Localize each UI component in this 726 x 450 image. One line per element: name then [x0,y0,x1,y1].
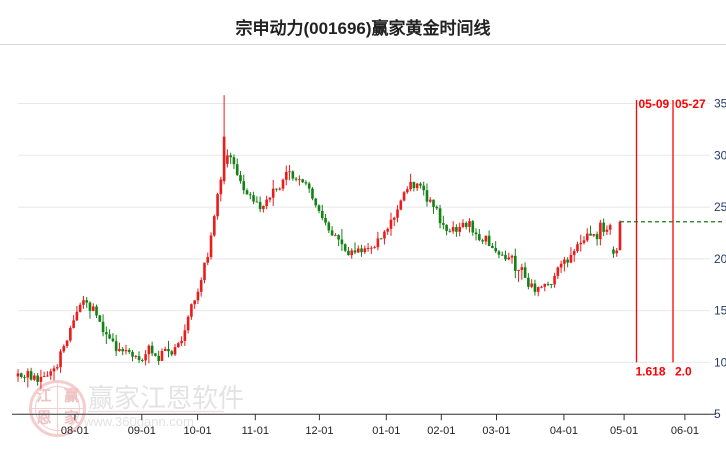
svg-text:25: 25 [714,200,726,214]
svg-text:恩: 恩 [36,410,51,427]
svg-text:12-01: 12-01 [305,425,333,437]
svg-text:15: 15 [714,304,726,318]
svg-text:05-01: 05-01 [610,425,638,437]
svg-text:1.618: 1.618 [636,364,666,378]
svg-text:02-01: 02-01 [427,425,455,437]
svg-text:赢家江恩软件: 赢家江恩软件 [88,383,244,413]
svg-text:30: 30 [714,148,726,162]
svg-text:05-27: 05-27 [675,97,706,111]
svg-text:04-01: 04-01 [550,425,578,437]
svg-text:赢: 赢 [64,387,79,405]
svg-text:11-01: 11-01 [242,425,269,437]
svg-text:2.0: 2.0 [675,364,692,378]
svg-text:06-01: 06-01 [671,425,699,437]
svg-text:05-09: 05-09 [639,97,670,111]
svg-text:10: 10 [714,355,726,369]
svg-text:01-01: 01-01 [372,425,400,437]
svg-text:09-01: 09-01 [128,425,156,437]
svg-text:家: 家 [64,409,79,427]
svg-text:08-01: 08-01 [61,425,89,437]
svg-text:35: 35 [714,97,726,111]
svg-text:03-01: 03-01 [482,425,510,437]
svg-text:20: 20 [714,252,726,266]
svg-text:10-01: 10-01 [184,425,212,437]
svg-text:江: 江 [36,387,51,405]
